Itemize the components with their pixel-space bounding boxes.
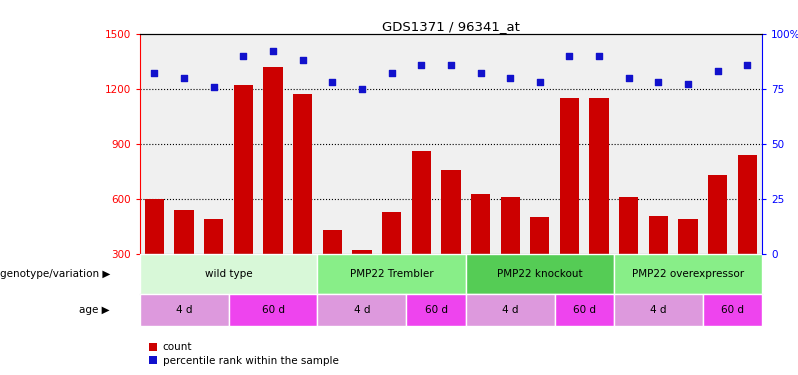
Bar [678,219,697,254]
Text: wild type: wild type [205,269,252,279]
Text: PMP22 Trembler: PMP22 Trembler [350,269,433,279]
Bar [614,294,703,326]
Text: 4 d: 4 d [502,305,519,315]
Bar [175,210,194,254]
Bar [500,197,519,254]
Bar [466,254,614,294]
Point [178,75,191,81]
Text: genotype/variation ▶: genotype/variation ▶ [0,269,110,279]
Point [474,70,487,76]
Text: PMP22 knockout: PMP22 knockout [497,269,583,279]
Bar [555,294,614,326]
Point [533,79,546,85]
Bar [471,194,490,254]
Bar [228,294,318,326]
Bar [318,294,406,326]
Point [296,57,309,63]
Point [148,70,161,76]
Bar [649,216,668,254]
Bar [703,294,762,326]
Text: 4 d: 4 d [176,305,192,315]
Bar [560,98,579,254]
Bar [382,212,401,254]
Bar [614,254,762,294]
Point [267,48,279,54]
Text: 4 d: 4 d [354,305,370,315]
Point [207,84,220,90]
Bar [140,294,228,326]
Point [711,68,724,74]
Bar [322,230,342,254]
Point [563,53,576,59]
Bar [466,294,555,326]
Bar [140,254,318,294]
Point [622,75,635,81]
Point [415,62,428,68]
Point [385,70,398,76]
Point [504,75,516,81]
Text: 60 d: 60 d [425,305,448,315]
Point [356,86,369,92]
Text: 60 d: 60 d [262,305,285,315]
Text: 60 d: 60 d [573,305,596,315]
Title: GDS1371 / 96341_at: GDS1371 / 96341_at [382,20,519,33]
Point [741,62,753,68]
Point [652,79,665,85]
Bar [590,98,609,254]
Text: 60 d: 60 d [721,305,744,315]
Legend: count, percentile rank within the sample: count, percentile rank within the sample [145,338,342,370]
Point [326,79,338,85]
Bar [293,94,312,254]
Bar [234,85,253,254]
Point [237,53,250,59]
Text: age ▶: age ▶ [79,305,110,315]
Bar [412,151,431,254]
Text: PMP22 overexpressor: PMP22 overexpressor [632,269,744,279]
Point [444,62,457,68]
Bar [263,67,282,254]
Bar [204,219,223,254]
Point [681,81,694,87]
Bar [530,217,549,254]
Point [593,53,606,59]
Bar [406,294,466,326]
Text: 4 d: 4 d [650,305,666,315]
Bar [353,251,372,254]
Bar [619,197,638,254]
Bar [318,254,466,294]
Bar [441,170,460,254]
Bar [144,199,164,254]
Bar [708,175,727,254]
Bar [737,155,757,254]
